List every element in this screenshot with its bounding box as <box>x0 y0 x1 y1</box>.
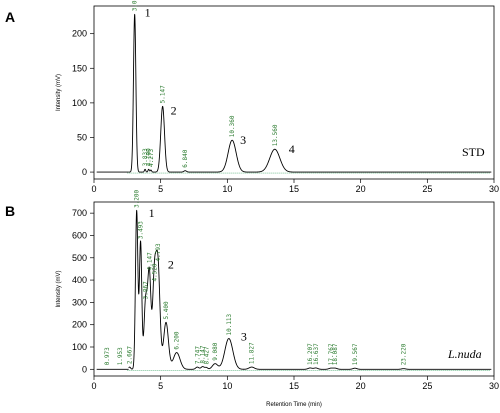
y-axis-title: Intensity (mV) <box>56 74 62 111</box>
x-tick-label: 5 <box>158 381 163 391</box>
panel-b: B0 5 10 15 20 25 300100200300400500600700Inten… <box>5 189 499 408</box>
sample-label: L.nuda <box>447 347 482 361</box>
chromatogram-trace <box>128 13 492 173</box>
retention-time-label: 7.747 <box>194 346 201 364</box>
retention-time-label: 19.567 <box>352 343 359 365</box>
retention-time-label: 10.113 <box>226 313 233 335</box>
retention-time-label: 3.867 <box>143 281 150 299</box>
retention-time-label: 1.953 <box>117 347 124 365</box>
retention-time-label: 8.427 <box>203 346 210 364</box>
retention-time-label: 8.147 <box>200 345 207 363</box>
x-axis-title: Retention Time (min) <box>266 402 322 408</box>
retention-time-label: 3.027 <box>132 0 139 11</box>
retention-time-label: 6.840 <box>182 149 189 167</box>
retention-time-label: 4.147 <box>146 252 153 270</box>
x-tick-label: 0 <box>91 381 96 391</box>
x-tick-label: 20 <box>356 184 366 194</box>
peak-number-1: 1 <box>145 5 151 19</box>
y-tick-label: 50 <box>77 132 87 142</box>
y-tick-label: 100 <box>72 342 87 352</box>
x-tick-label: 10 <box>222 381 232 391</box>
retention-time-label: 4.273 <box>148 149 155 167</box>
y-tick-label: 400 <box>72 275 87 285</box>
retention-time-label: 6.200 <box>174 331 181 349</box>
panel-letter: A <box>5 9 15 25</box>
retention-time-label: 13.560 <box>272 124 279 146</box>
retention-time-label: 4.100 <box>146 148 153 166</box>
peak-number-2: 2 <box>168 257 174 271</box>
retention-time-label: 4.793 <box>155 243 162 261</box>
x-tick-label: 0 <box>91 184 96 194</box>
x-tick-label: 30 <box>489 184 499 194</box>
chromatogram-trace <box>128 209 492 370</box>
retention-time-label: 4.520 <box>151 263 158 281</box>
retention-time-label: 2.667 <box>127 346 134 364</box>
retention-time-label: 9.080 <box>212 342 219 360</box>
y-tick-label: 150 <box>72 63 87 73</box>
peak-number-1: 1 <box>149 206 155 220</box>
y-tick-label: 100 <box>72 98 87 108</box>
x-tick-label: 15 <box>289 184 299 194</box>
peak-number-4: 4 <box>289 142 295 156</box>
y-tick-label: 0 <box>82 364 87 374</box>
retention-time-label: 11.827 <box>249 342 256 364</box>
peak-number-2: 2 <box>171 103 177 117</box>
retention-time-label: 3.833 <box>142 148 149 166</box>
panel-a: A 0 5 10 15 20 25 30 0 50 100 150 200 Intensity (mV) 3… <box>5 0 499 194</box>
retention-time-label: 16.207 <box>307 343 314 365</box>
retention-time-label: 3.200 <box>134 189 141 207</box>
x-tick-label: 20 <box>356 381 366 391</box>
y-tick-label: 600 <box>72 230 87 240</box>
x-tick-label: 30 <box>489 381 499 391</box>
y-tick-label: 300 <box>72 297 87 307</box>
retention-time-label: 16.637 <box>313 343 320 365</box>
retention-time-label: 5.147 <box>160 85 167 103</box>
y-tick-label: 700 <box>72 208 87 218</box>
x-tick-label: 25 <box>422 184 432 194</box>
plot-frame <box>93 201 495 377</box>
x-tick-label: 5 <box>158 184 163 194</box>
y-axis-title: Intensity (mV) <box>56 270 62 307</box>
y-tick-label: 500 <box>72 253 87 263</box>
retention-time-label: 10.360 <box>229 115 236 137</box>
panel-letter: B <box>5 203 15 219</box>
peak-number-3: 3 <box>240 133 246 147</box>
x-tick-label: 25 <box>422 381 432 391</box>
retention-time-label: 3.493 <box>138 221 145 239</box>
y-tick-label: 200 <box>72 29 87 39</box>
y-tick-label: 0 <box>82 167 87 177</box>
retention-time-label: 18.087 <box>332 343 339 365</box>
retention-time-label: 23.220 <box>401 343 408 365</box>
sample-label: STD <box>462 145 485 159</box>
peak-number-3: 3 <box>241 330 247 344</box>
retention-time-label: 0.973 <box>104 347 111 365</box>
retention-time-label: 5.400 <box>163 301 170 319</box>
x-tick-label: 10 <box>222 184 232 194</box>
retention-time-label: 17.767 <box>328 343 335 365</box>
x-tick-label: 15 <box>289 381 299 391</box>
y-tick-label: 200 <box>72 320 87 330</box>
